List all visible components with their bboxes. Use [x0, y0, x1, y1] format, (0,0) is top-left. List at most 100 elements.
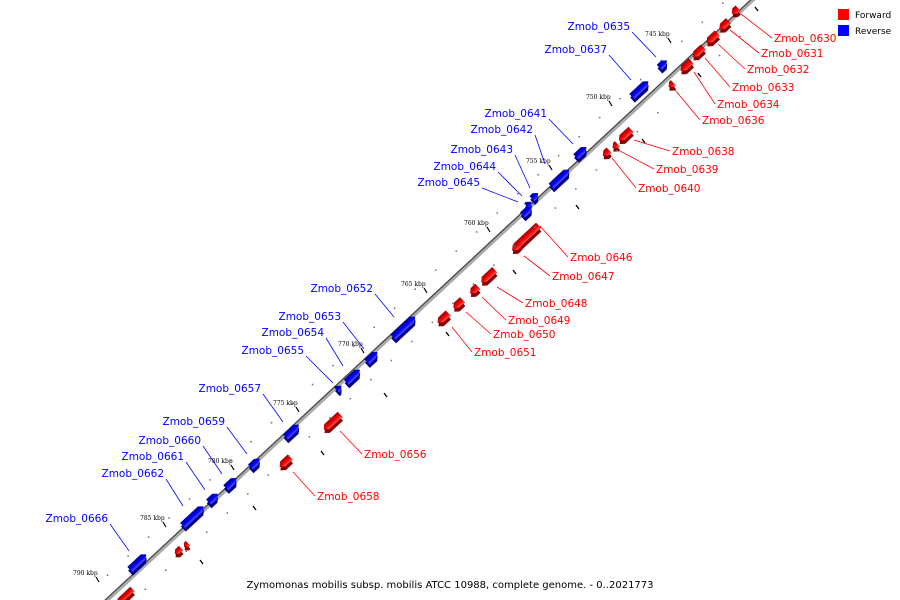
gene-zmob-0646[interactable]: Zmob_0646	[510, 222, 633, 264]
gene-label: Zmob_0662	[102, 468, 164, 480]
gene-zmob-0637[interactable]: Zmob_0637	[545, 44, 653, 103]
gene-connector	[342, 321, 365, 350]
track-dot	[226, 512, 229, 514]
feature-dash	[575, 204, 580, 210]
gene-glyph	[205, 493, 218, 509]
gene-zmob-0654[interactable]: Zmob_0654	[262, 327, 365, 389]
track-dot	[619, 97, 622, 100]
gene-connector	[292, 471, 316, 497]
gene-connector	[619, 150, 655, 170]
gene-zmob-0660[interactable]: Zmob_0660	[139, 435, 241, 494]
gene-glyph	[334, 385, 342, 397]
gene-zmob-0642[interactable]: Zmob_0642	[471, 124, 574, 193]
legend-item-reverse[interactable]: Reverse	[838, 25, 892, 37]
gene-zmob-0633[interactable]: Zmob_0633	[689, 44, 794, 94]
gene-label: Zmob_0637	[545, 44, 607, 56]
tick-label: 760 kbp	[464, 220, 489, 227]
gene-zmob-0658[interactable]: Zmob_0658	[276, 454, 379, 503]
gene-connector	[539, 225, 569, 258]
track-dot	[308, 435, 311, 438]
track-dot	[267, 474, 270, 476]
gene-glyph-face	[680, 58, 694, 71]
tick-mark	[423, 287, 428, 294]
gene-label: Zmob_0642	[471, 124, 533, 136]
tick-0: 745 kbp	[645, 31, 672, 44]
legend-item-forward[interactable]: Forward	[838, 9, 891, 21]
tick-mark	[548, 164, 553, 171]
gene-connector	[165, 478, 184, 507]
gene-glyph	[719, 18, 732, 33]
gene-glyph	[731, 5, 741, 18]
track-dot	[677, 92, 680, 95]
gene-glyph	[573, 147, 587, 163]
track-dot	[352, 345, 355, 348]
track-dot	[168, 517, 171, 519]
gene-glyph	[223, 478, 237, 494]
track-dot	[311, 383, 314, 386]
gene-connector	[325, 337, 344, 367]
gene-glyph-face	[343, 369, 360, 385]
gene-zmob-0648[interactable]: Zmob_0648	[478, 267, 588, 310]
track-dot	[557, 154, 560, 157]
gene-zmob-0639[interactable]: Zmob_0639	[609, 141, 719, 176]
track-dot	[575, 188, 577, 190]
gene-glyph-face	[364, 352, 378, 365]
gene-zmob-0640[interactable]: Zmob_0640	[599, 147, 700, 195]
gene-glyph	[602, 147, 612, 160]
gene-zmob-0666[interactable]: Zmob_0666	[46, 513, 151, 576]
gene-label: Zmob_0633	[732, 82, 794, 94]
tick-mark	[95, 576, 100, 583]
gene-zmob-0634[interactable]: Zmob_0634	[677, 58, 780, 111]
gene-connector	[514, 154, 531, 189]
gene-label: Zmob_0647	[552, 271, 614, 283]
legend: Forward Reverse	[838, 9, 892, 37]
gene-glyph-face	[180, 506, 204, 529]
tick-4: 765 kbp	[401, 281, 428, 294]
gene-zmob-0653[interactable]: Zmob_0653	[279, 311, 382, 368]
gene-zmob-0661[interactable]: Zmob_0661	[122, 451, 222, 509]
gene-connector	[729, 29, 760, 54]
legend-label-reverse: Reverse	[855, 27, 892, 37]
track-dot	[414, 288, 417, 291]
tick-label: 785 kbp	[140, 515, 165, 522]
gene-zmob-0631[interactable]: Zmob_0631	[716, 18, 824, 60]
gene-connector	[481, 296, 507, 321]
gene-glyph-face	[390, 316, 416, 341]
gene-zmob-0635[interactable]: Zmob_0635	[568, 21, 672, 74]
tick-label: 765 kbp	[401, 281, 426, 288]
gene-glyph-face	[453, 297, 466, 309]
gene-zmob-0641[interactable]: Zmob_0641	[485, 108, 591, 163]
track-dot	[718, 54, 721, 57]
gene-zmob-0638[interactable]: Zmob_0638	[615, 126, 734, 158]
gene-glyph	[470, 283, 481, 297]
gene-glyph	[323, 411, 344, 434]
gene-glyph-face	[602, 147, 612, 156]
gene-glyph-face	[223, 478, 237, 491]
gene-zmob-0655[interactable]: Zmob_0655	[242, 345, 346, 397]
gene-zmob-0659[interactable]: Zmob_0659	[163, 416, 264, 474]
gene-zmob-0647[interactable]: Zmob_0647	[508, 240, 614, 283]
gene-zmob-0652[interactable]: Zmob_0652	[311, 283, 420, 344]
gene-connector	[109, 523, 130, 552]
gene-zmob-0645[interactable]: Zmob_0645	[418, 177, 536, 222]
gene-zmob-0636[interactable]: Zmob_0636	[665, 80, 765, 127]
gene-zmob-0662[interactable]: Zmob_0662	[102, 468, 208, 532]
gene-zmob-0656[interactable]: Zmob_0656	[320, 411, 427, 461]
gene-zmob-0649[interactable]: Zmob_0649	[466, 283, 570, 327]
gene-glyph-face	[470, 283, 481, 294]
gene-zmob-0657[interactable]: Zmob_0657	[199, 383, 304, 444]
gene-glyph-face	[481, 267, 498, 283]
tick-5: 770 kbp	[338, 341, 365, 354]
gene-zmob-0630[interactable]: Zmob_0630	[728, 5, 836, 45]
tick-label: 750 kbp	[586, 94, 611, 101]
tick-label: 755 kbp	[526, 158, 551, 165]
gene-glyph-face	[334, 385, 342, 393]
gene-zmob-0643[interactable]: Zmob_0643	[451, 144, 543, 205]
gene-zmob-0651[interactable]: Zmob_0651	[434, 310, 536, 359]
gene-zmob-0650[interactable]: Zmob_0650	[450, 297, 556, 341]
gene-zmob-0632[interactable]: Zmob_0632	[703, 30, 809, 76]
track-dot	[578, 135, 581, 138]
gene-connector	[633, 139, 671, 152]
tick-1: 750 kbp	[586, 94, 613, 107]
gene-glyph	[127, 554, 147, 576]
